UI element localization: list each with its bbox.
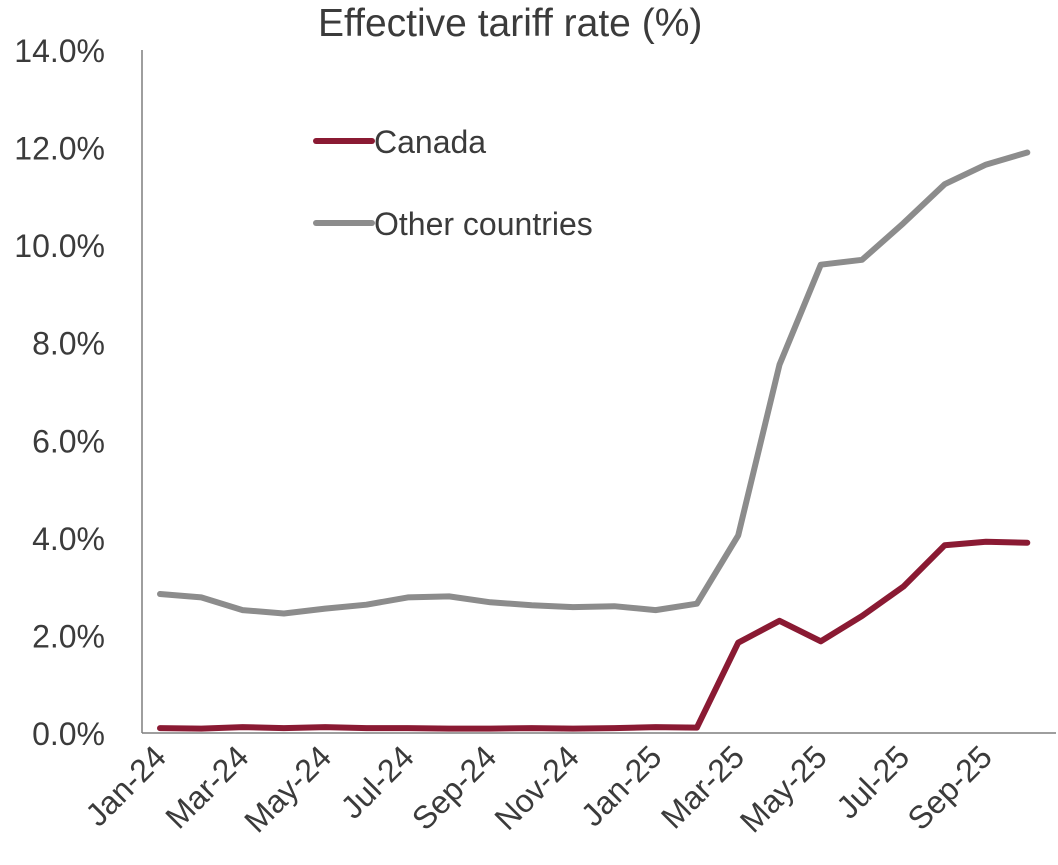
- x-tick-label: Jan-25: [574, 738, 669, 833]
- chart-title: Effective tariff rate (%): [318, 2, 703, 45]
- x-tick-label: Nov-24: [488, 738, 586, 836]
- y-tick-label: 4.0%: [32, 521, 105, 557]
- x-tick-label: Jan-24: [78, 738, 173, 833]
- y-tick-label: 12.0%: [14, 131, 105, 167]
- x-tick-label: May-24: [237, 738, 338, 839]
- legend-label-1: Other countries: [374, 206, 593, 242]
- y-tick-label: 6.0%: [32, 423, 105, 459]
- x-tick-label: Mar-25: [654, 738, 751, 835]
- legend-label-0: Canada: [374, 124, 486, 160]
- x-tick-label: Sep-25: [901, 738, 999, 836]
- y-tick-label: 2.0%: [32, 618, 105, 654]
- series-line-1: [157, 149, 1031, 617]
- series-line-0: [157, 538, 1031, 732]
- x-tick-label: May-25: [733, 738, 834, 839]
- y-tick-label: 10.0%: [14, 228, 105, 264]
- x-tick-label: Mar-24: [158, 738, 255, 835]
- y-tick-label: 14.0%: [14, 33, 105, 69]
- y-tick-label: 8.0%: [32, 326, 105, 362]
- x-tick-label: Sep-24: [405, 738, 503, 836]
- y-tick-label: 0.0%: [32, 716, 105, 752]
